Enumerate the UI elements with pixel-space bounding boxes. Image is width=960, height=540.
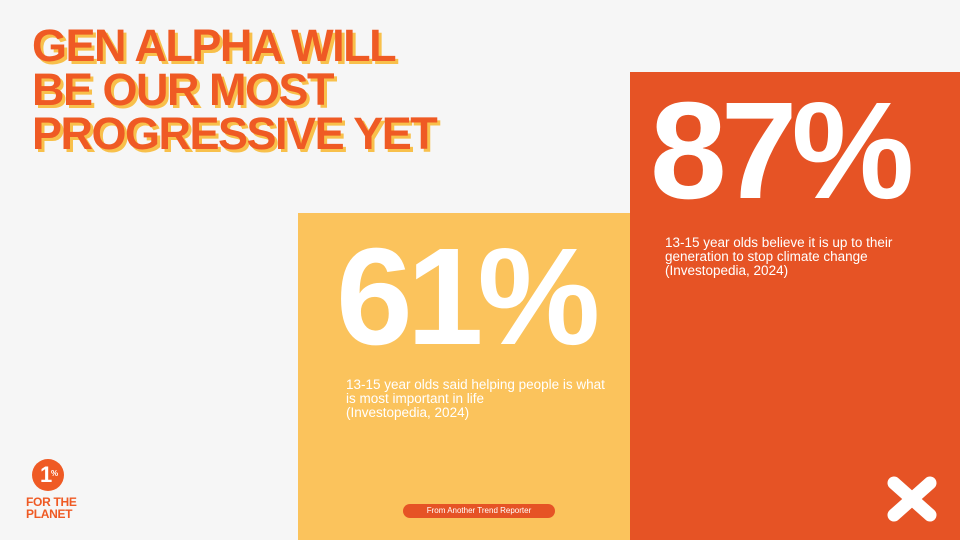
logo-symbol: % [51, 469, 59, 478]
stat-panel [298, 213, 630, 540]
stat-text: 13-15 year olds said helping people is w… [346, 378, 616, 420]
logo-mark: 1 % [32, 459, 64, 491]
stat-source: (Investopedia, 2024) [346, 405, 470, 420]
title-line: GEN ALPHA WILL [32, 20, 397, 71]
logo-line: FOR THE [26, 495, 77, 509]
logo-number: 1 [40, 462, 53, 487]
stat-panel [630, 72, 960, 540]
stat-text: 13-15 year olds believe it is up to thei… [665, 236, 905, 278]
stat-value: 87% [650, 74, 914, 228]
logo-line: PLANET [26, 507, 73, 521]
stat-description: 13-15 year olds said helping people is w… [346, 377, 605, 406]
title-line: BE OUR MOST [32, 64, 335, 115]
stat-description: 13-15 year olds believe it is up to thei… [665, 235, 893, 264]
logo-text: FOR THE PLANET [26, 496, 77, 520]
stat-source: (Investopedia, 2024) [665, 263, 789, 278]
close-icon [887, 476, 937, 522]
stat-value: 61% [336, 220, 600, 374]
title: GEN ALPHA WILL BE OUR MOST PROGRESSIVE Y… [32, 20, 438, 159]
title-line: PROGRESSIVE YET [32, 108, 438, 159]
credit-pill: From Another Trend Reporter [403, 504, 555, 518]
